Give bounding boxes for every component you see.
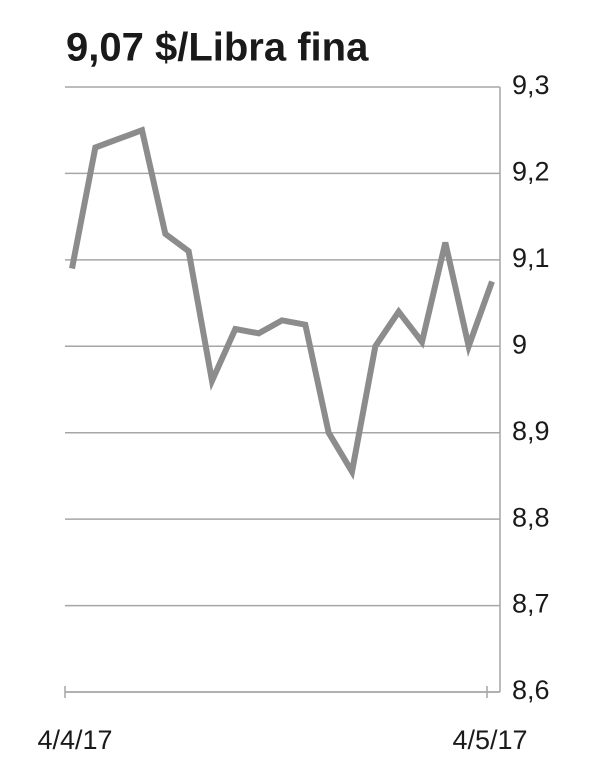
chart-title: 9,07 $/Libra fina: [66, 26, 369, 70]
y-tick-label: 8,6: [512, 675, 550, 705]
x-tick-label: 4/5/17: [452, 725, 527, 755]
data-line: [69, 126, 495, 480]
y-tick-label: 9,1: [512, 243, 550, 273]
y-tick-label: 9: [512, 329, 527, 359]
y-tick-label: 9,2: [512, 157, 550, 187]
x-tick-label: 4/4/17: [37, 725, 112, 755]
y-tick-label: 9,3: [512, 70, 550, 100]
y-tick-label: 8,7: [512, 589, 550, 619]
y-tick-label: 8,8: [512, 502, 550, 532]
y-tick-label: 8,9: [512, 416, 550, 446]
